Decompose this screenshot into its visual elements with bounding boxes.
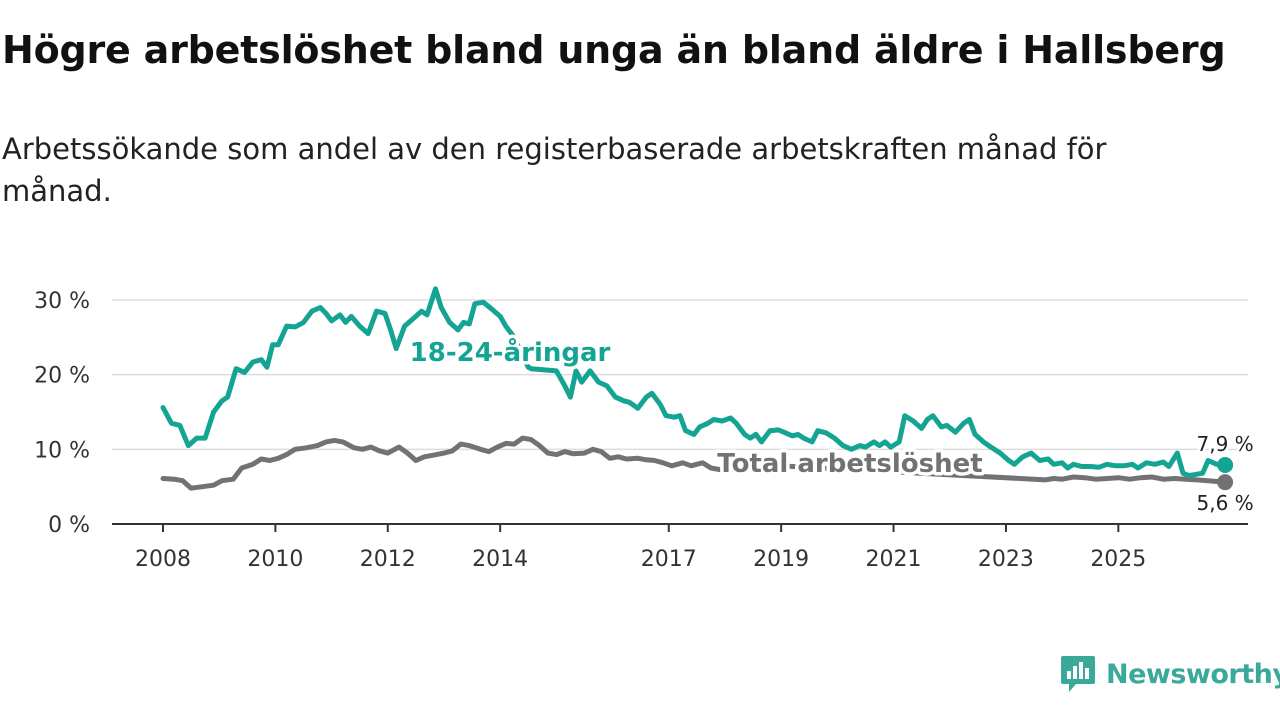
x-tick-label-2012: 2012: [360, 547, 416, 572]
x-tick-label-2014: 2014: [472, 547, 528, 572]
x-tick-label-2008: 2008: [135, 547, 191, 572]
end-value-label-total-arbetsl-shet: 5,6 %: [1197, 491, 1254, 515]
end-marker-total-arbetsl-shet: [1217, 474, 1234, 491]
gridlines: [112, 299, 1248, 451]
brand-name: Newsworthy: [1106, 658, 1280, 690]
x-tick-label-2023: 2023: [978, 547, 1034, 572]
x-tick-label-2019: 2019: [753, 547, 809, 572]
y-tick-label-0: 0 %: [48, 513, 90, 538]
chart-subtitle: Arbetssökande som andel av den registerb…: [2, 132, 1107, 208]
x-tick-label-2017: 2017: [641, 547, 697, 572]
series-line-18-24-ringar: [160, 286, 1228, 478]
x-tick-label-2025: 2025: [1090, 547, 1146, 572]
end-markers: 7,9 % 5,6 %: [1194, 430, 1256, 518]
x-tick-label-2010: 2010: [247, 547, 303, 572]
x-axis: [112, 523, 1248, 532]
newsworthy-logo-icon: [1061, 656, 1095, 692]
y-tick-label-30: 30 %: [34, 289, 90, 314]
y-tick-label-20: 20 %: [34, 364, 90, 389]
end-value-label-18-24-ringar: 7,9 %: [1197, 432, 1254, 456]
y-axis-labels: 0 % 10 % 20 % 30 %: [34, 289, 90, 538]
series-lines: [160, 286, 1228, 491]
x-axis-labels: 2008 2010 2012 2014 2017 2019 2021 2023 2025: [135, 547, 1146, 572]
chart-title: Högre arbetslöshet bland unga än bland ä…: [2, 28, 1226, 72]
series-labels: 18-24-åringar Total arbetslöshet: [406, 333, 986, 483]
series-label-18-24-ringar: 18-24-åringar: [410, 336, 611, 368]
end-marker-18-24-ringar: [1217, 457, 1234, 474]
series-label-total-arbetsl-shet: Total arbetslöshet: [717, 449, 982, 479]
series-line-total-arbetsl-shet: [160, 435, 1228, 491]
newsworthy-brand: Newsworthy: [1060, 654, 1280, 694]
y-tick-label-10: 10 %: [34, 438, 90, 463]
x-tick-label-2021: 2021: [866, 547, 922, 572]
